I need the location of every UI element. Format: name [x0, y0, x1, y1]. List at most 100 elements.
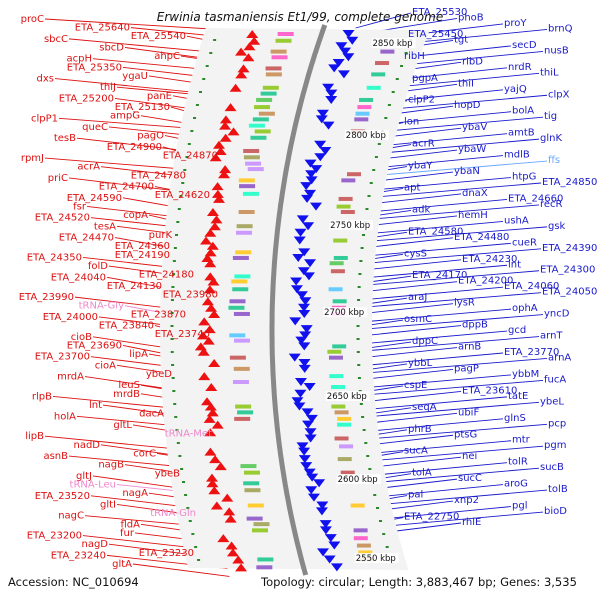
gene-label[interactable]: lipB [25, 431, 44, 442]
gene-label[interactable]: ETA_23520 [35, 491, 90, 502]
gene-label[interactable]: priC [48, 173, 68, 184]
rna-feature-label[interactable]: tRNA-Gln [150, 508, 196, 519]
gene-label[interactable]: ETA_24700 [99, 182, 154, 193]
gene-label[interactable]: ETA_24580 [408, 226, 463, 237]
gene-label[interactable]: ptsG [454, 429, 477, 440]
gene-label[interactable]: ampG [110, 111, 140, 122]
gene-label[interactable]: pal [408, 490, 423, 501]
gene-label[interactable]: lon [404, 117, 419, 128]
gene-label[interactable]: pagO [137, 131, 164, 142]
gene-label[interactable]: dacA [139, 409, 164, 420]
gene-label[interactable]: ETA_23240 [51, 550, 106, 561]
gene-label[interactable]: sbcD [99, 42, 124, 53]
gene-label[interactable]: bolA [512, 106, 534, 117]
gene-label[interactable]: xnp2 [454, 495, 479, 506]
gene-label[interactable]: ybeL [540, 396, 564, 407]
gene-label[interactable]: asnB [43, 451, 68, 462]
gene-label[interactable]: seqA [412, 402, 437, 413]
gene-label[interactable]: clpP1 [31, 113, 58, 124]
gene-label[interactable]: recR [540, 199, 563, 210]
gene-label[interactable]: ETA_24620 [155, 190, 210, 201]
gene-label[interactable]: pgl [512, 501, 527, 512]
gene-label[interactable]: ybeB [155, 468, 180, 479]
gene-label[interactable]: ETA_23980 [163, 290, 218, 301]
gene-label[interactable]: nagD [81, 539, 108, 550]
gene-label[interactable]: ubiF [458, 407, 479, 418]
rna-feature-label[interactable]: tRNA-Gly [79, 301, 124, 312]
gene-label[interactable]: sucB [540, 462, 564, 473]
gene-label[interactable]: mtr [512, 435, 531, 446]
gene-label[interactable]: nusB [544, 45, 569, 56]
gene-label[interactable]: tesB [54, 133, 76, 144]
gene-label[interactable]: pcp [548, 418, 566, 429]
gene-label[interactable]: arnT [540, 331, 563, 342]
rna-feature-label[interactable]: tRNA-Leu [70, 480, 116, 491]
gene-label[interactable]: nagC [58, 511, 84, 522]
gene-label[interactable]: ETA_24180 [139, 270, 194, 281]
gene-label[interactable]: ETA_23870 [131, 309, 186, 320]
gene-label[interactable]: panE [147, 91, 172, 102]
gene-label[interactable]: ETA_25540 [131, 31, 186, 42]
gene-label[interactable]: mdlB [504, 150, 530, 161]
gene-label[interactable]: ybbL [408, 358, 433, 369]
gene-label[interactable]: clpX [548, 89, 570, 100]
gene-label[interactable]: nrdR [508, 62, 532, 73]
gene-label[interactable]: ETA_24130 [107, 281, 162, 292]
gene-label[interactable]: purK [149, 230, 173, 241]
gene-label[interactable]: ETA_23840 [99, 321, 154, 332]
gene-label[interactable]: ETA_25350 [67, 62, 122, 73]
gene-label[interactable]: ETA_24480 [454, 232, 509, 243]
gene-label[interactable]: phrB [408, 424, 432, 435]
gene-label[interactable]: fldA [121, 519, 141, 530]
gene-label[interactable]: pgm [544, 440, 566, 451]
gene-label[interactable]: proC [21, 14, 44, 25]
gene-label[interactable]: tatE [508, 391, 528, 402]
gene-label[interactable]: thiI [458, 78, 474, 89]
gene-label[interactable]: arnA [548, 352, 571, 363]
gene-label[interactable]: ETA_23230 [139, 548, 194, 559]
gene-label[interactable]: thiJ [100, 82, 116, 93]
gene-label[interactable]: brnQ [548, 23, 573, 34]
gene-label[interactable]: fur [120, 528, 135, 539]
gene-label[interactable]: dppB [462, 320, 488, 331]
gene-label[interactable]: ETA_23990 [19, 292, 74, 303]
gene-label[interactable]: thiL [540, 67, 559, 78]
gene-label[interactable]: sbcC [44, 34, 68, 45]
gene-label[interactable]: glnS [504, 413, 526, 424]
gene-label[interactable]: rpmJ [21, 153, 44, 164]
gene-label[interactable]: leuS [118, 380, 140, 391]
gene-label[interactable]: tig [544, 111, 557, 122]
gene-label[interactable]: ETA_24870 [163, 150, 218, 161]
gene-label[interactable]: cueR [512, 237, 537, 248]
gene-label[interactable]: pgpA [412, 73, 438, 84]
gene-label[interactable]: bioD [544, 506, 567, 517]
gene-label[interactable]: ETA_23740 [155, 329, 210, 340]
gene-label[interactable]: osmC [404, 314, 432, 325]
gene-label[interactable]: ybaW [458, 144, 486, 155]
gene-label[interactable]: sucC [458, 473, 482, 484]
gene-label[interactable]: hopD [454, 100, 481, 111]
gene-label[interactable]: ETA_24390 [542, 243, 597, 254]
gene-label[interactable]: ahpC [154, 51, 180, 62]
gene-label[interactable]: glnK [540, 133, 562, 144]
gene-label[interactable]: gcd [508, 325, 526, 336]
gene-label[interactable]: ETA_25640 [75, 23, 130, 34]
gene-label[interactable]: cysS [404, 248, 427, 259]
gene-label[interactable]: queC [82, 122, 108, 133]
gene-label[interactable]: clpP2 [408, 95, 435, 106]
gene-label[interactable]: ophA [512, 303, 538, 314]
gene-label[interactable]: tolB [548, 484, 568, 495]
gene-label[interactable]: secD [512, 40, 537, 51]
gene-label[interactable]: ETA_24300 [540, 265, 595, 276]
gene-label[interactable]: holA [54, 411, 76, 422]
gene-label[interactable]: yajQ [504, 84, 527, 95]
gene-label[interactable]: tolA [412, 468, 432, 479]
gene-label[interactable]: nagA [122, 488, 148, 499]
gene-label[interactable]: ribH [404, 51, 425, 62]
gene-label[interactable]: adk [412, 204, 430, 215]
gene-label[interactable]: ETA_24230 [462, 254, 517, 265]
gene-label[interactable]: ybaY [408, 161, 433, 172]
gene-label[interactable]: ETA_23200 [27, 531, 82, 542]
gene-label[interactable]: ushA [504, 215, 529, 226]
gene-label[interactable]: ETA_25130 [115, 102, 170, 113]
